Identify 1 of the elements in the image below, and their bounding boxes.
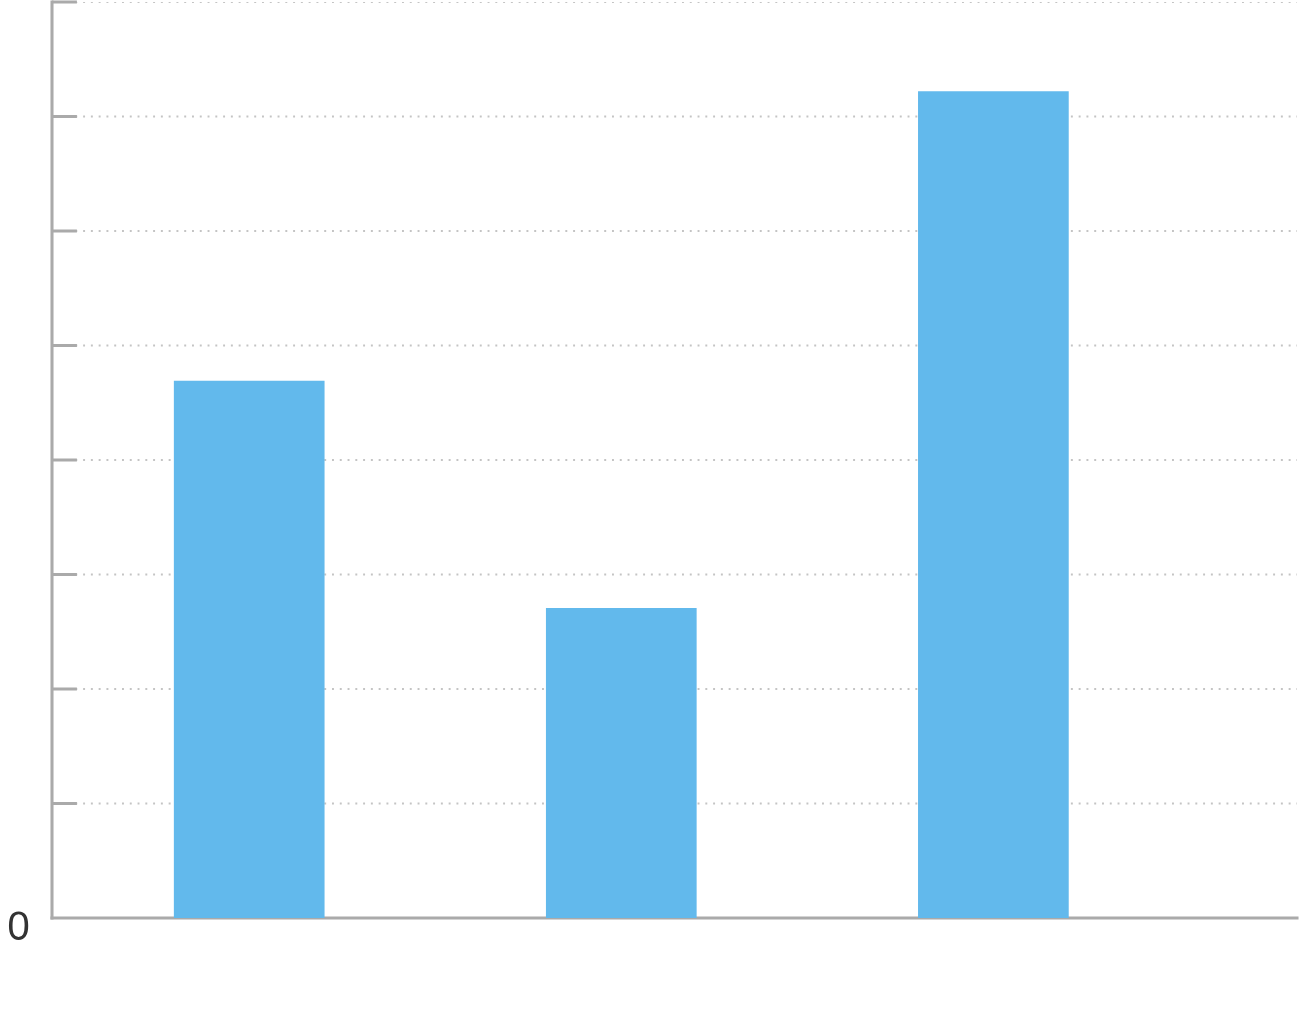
- text: 0: [8, 911, 29, 940]
